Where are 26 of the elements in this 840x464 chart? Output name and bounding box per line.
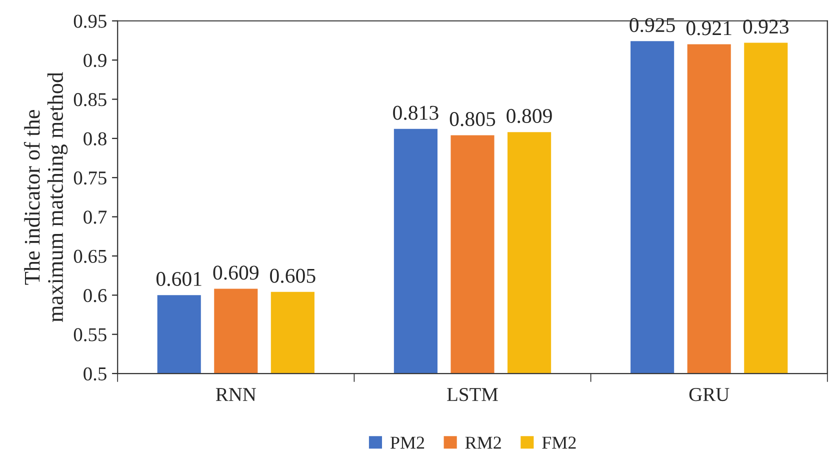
y-tick-label: 0.5 xyxy=(84,367,106,381)
y-tick-label: 0.85 xyxy=(74,93,106,106)
y-tick-label: 0.95 xyxy=(74,14,106,28)
x-tick-label: GRU xyxy=(689,388,730,402)
y-tick-label: 0.6 xyxy=(84,288,107,302)
y-tick-label: 0.75 xyxy=(74,171,106,185)
x-tick-label: LSTM xyxy=(447,388,498,402)
data-label: 0.809 xyxy=(506,108,552,124)
y-tick-label: 0.55 xyxy=(74,328,106,342)
legend-label: FM2 xyxy=(542,436,576,449)
legend-label: RM2 xyxy=(465,436,501,449)
x-tick-label: RNN xyxy=(216,388,256,401)
data-label: 0.605 xyxy=(270,268,316,283)
data-label: 0.609 xyxy=(213,266,258,280)
data-label: 0.923 xyxy=(743,20,789,34)
y-tick-label: 0.8 xyxy=(84,132,106,146)
data-label: 0.813 xyxy=(393,106,438,120)
data-label: 0.925 xyxy=(630,18,675,32)
legend-label: PM2 xyxy=(390,436,424,449)
y-tick-label: 0.7 xyxy=(84,210,107,224)
data-label: 0.805 xyxy=(450,112,496,126)
y-tick-label: 0.9 xyxy=(84,54,106,68)
y-tick-label: 0.65 xyxy=(74,250,106,263)
data-label: 0.921 xyxy=(686,21,732,36)
data-label: 0.601 xyxy=(156,272,202,286)
y-axis-title: The indicator of the maximum matching method xyxy=(24,72,68,322)
